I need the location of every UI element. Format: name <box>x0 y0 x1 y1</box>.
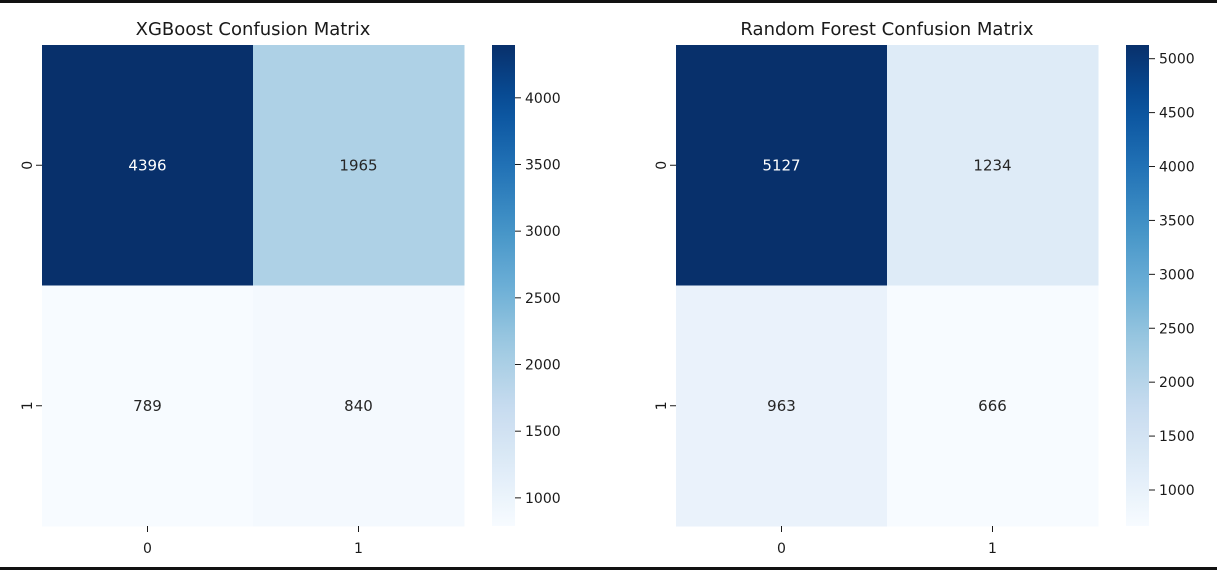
chart-1-title: XGBoost Confusion Matrix <box>136 19 371 40</box>
chart-1-colorbar-tick-label-4: 3000 <box>525 224 561 240</box>
chart-1-x-tick-label-1: 1 <box>354 541 363 557</box>
chart-2-colorbar-tick-label-3: 2500 <box>1159 321 1195 337</box>
chart-1-cell-label-r0-c0: 4396 <box>128 156 166 174</box>
chart-1-cell-r0-c1 <box>253 45 465 286</box>
chart-2-colorbar-tick-label-4: 3000 <box>1159 267 1195 283</box>
chart-1-colorbar-tick-label-5: 3500 <box>525 157 561 173</box>
chart-2-colorbar-tick-label-6: 4000 <box>1159 160 1195 176</box>
chart-2-x-tick-label-1: 1 <box>988 541 997 557</box>
chart-1-cell-r1-c0 <box>42 285 254 527</box>
chart-1-colorbar-tick-label-6: 4000 <box>525 91 561 107</box>
chart-1-colorbar-tick-label-0: 1000 <box>525 491 561 507</box>
chart-1-y-tick-label-0: 0 <box>20 161 36 170</box>
chart-1-colorbar <box>492 45 515 526</box>
chart-2-y-tick-label-1: 1 <box>654 401 670 410</box>
chart-1-cell-label-r1-c1: 840 <box>344 397 373 415</box>
chart-2-cell-r1-c1 <box>887 285 1099 527</box>
chart-2-colorbar-tick-label-8: 5000 <box>1159 52 1195 68</box>
chart-1-colorbar-tick-label-1: 1500 <box>525 424 561 440</box>
chart-2-colorbar-tick-label-7: 4500 <box>1159 106 1195 122</box>
chart-1-cell-label-r1-c0: 789 <box>133 397 162 415</box>
chart-2-colorbar-tick-label-2: 2000 <box>1159 375 1195 391</box>
chart-2-colorbar-tick-label-0: 1000 <box>1159 483 1195 499</box>
chart-2-cell-label-r1-c1: 666 <box>978 397 1007 415</box>
chart-2-cell-r0-c1 <box>887 45 1099 286</box>
confusion-matrix-figure: XGBoost Confusion Matrix 4396 1965 789 840 0 1… <box>20 19 1195 557</box>
chart-2-cell-label-r0-c1: 1234 <box>973 156 1011 174</box>
chart-2-colorbar <box>1126 45 1149 526</box>
chart-1-colorbar-tick-label-2: 2000 <box>525 358 561 374</box>
chart-1-x-tick-label-0: 0 <box>143 541 152 557</box>
chart-2-title: Random Forest Confusion Matrix <box>740 19 1033 40</box>
chart-2-cell-r0-c0 <box>676 45 888 286</box>
chart-2-cell-r1-c0 <box>676 285 888 527</box>
chart-2-y-tick-label-0: 0 <box>654 161 670 170</box>
chart-1-cell-label-r0-c1: 1965 <box>339 156 377 174</box>
chart-1-y-tick-label-1: 1 <box>20 401 36 410</box>
chart-2-colorbar-tick-label-5: 3500 <box>1159 213 1195 229</box>
chart-2-cell-label-r0-c0: 5127 <box>762 156 800 174</box>
chart-1-colorbar-tick-label-3: 2500 <box>525 291 561 307</box>
chart-2-colorbar-tick-label-1: 1500 <box>1159 429 1195 445</box>
chart-2-x-tick-label-0: 0 <box>777 541 786 557</box>
chart-2-cell-label-r1-c0: 963 <box>767 397 796 415</box>
chart-1-cell-r0-c0 <box>42 45 254 286</box>
chart-1-cell-r1-c1 <box>253 285 465 527</box>
